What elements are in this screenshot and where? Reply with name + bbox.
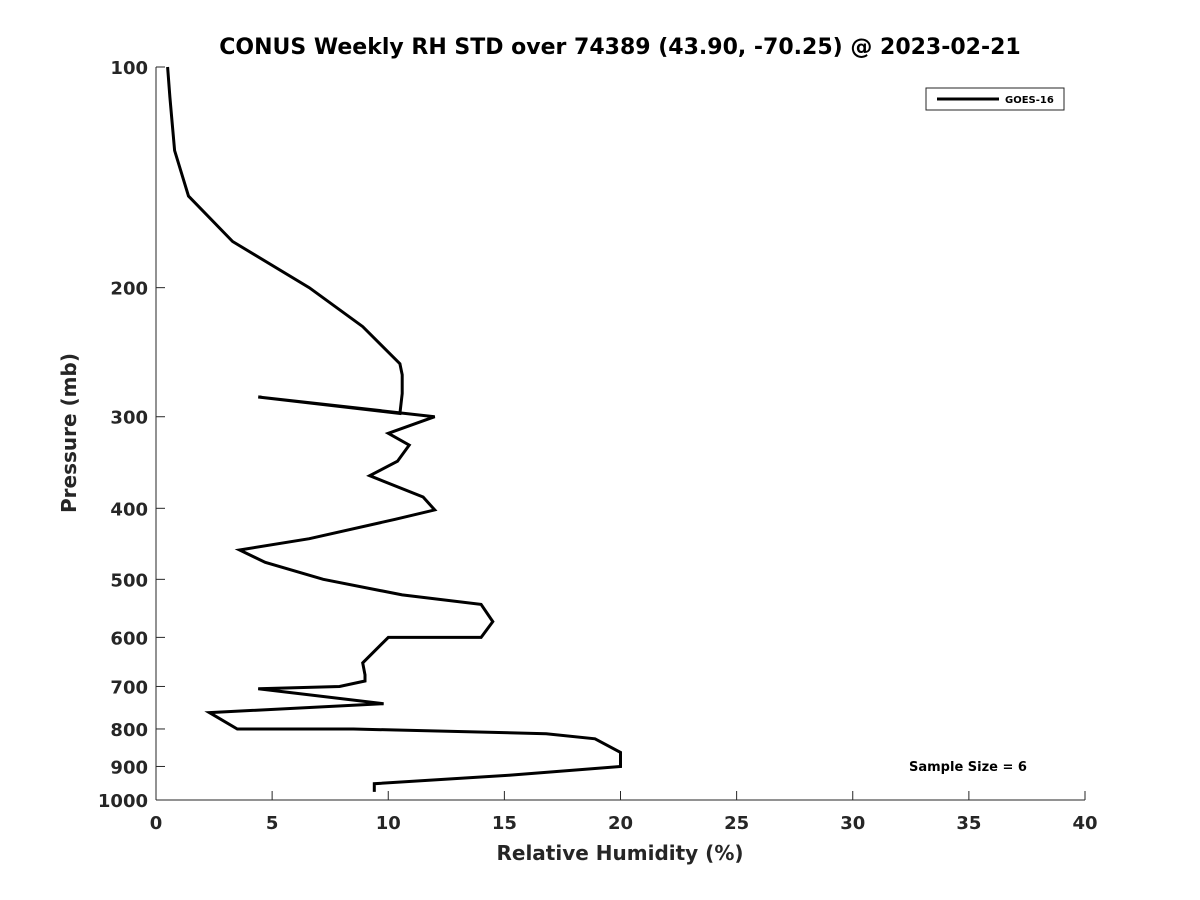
x-axis: 0 5 10 15 20 25 30 35 40 (150, 791, 1098, 834)
legend-label: GOES-16 (1005, 95, 1054, 106)
y-tick-label: 300 (110, 408, 148, 429)
x-axis-label: Relative Humidity (%) (496, 841, 743, 865)
x-tick-label: 35 (956, 813, 981, 834)
plot-area (155, 67, 1085, 801)
y-tick-label: 600 (110, 628, 148, 649)
sample-size-note: Sample Size = 6 (909, 760, 1027, 775)
x-tick-label: 15 (492, 813, 517, 834)
series-line (166, 66, 622, 792)
x-tick-label: 20 (608, 813, 633, 834)
x-tick-label: 10 (376, 813, 401, 834)
y-axis: 100 200 300 400 500 600 700 800 900 1000 (98, 58, 165, 812)
y-tick-label: 800 (110, 720, 148, 741)
y-tick-label: 1000 (98, 791, 148, 812)
y-tick-label: 100 (110, 58, 148, 79)
chart-title: CONUS Weekly RH STD over 74389 (43.90, -… (219, 35, 1020, 60)
legend: GOES-16 (925, 87, 1065, 111)
x-tick-label: 30 (840, 813, 865, 834)
series-group (166, 66, 622, 792)
x-tick-label: 25 (724, 813, 749, 834)
y-axis-label: Pressure (mb) (57, 353, 81, 513)
y-tick-label: 500 (110, 570, 148, 591)
y-tick-label: 700 (110, 677, 148, 698)
x-tick-label: 0 (150, 813, 163, 834)
x-tick-label: 40 (1072, 813, 1097, 834)
x-tick-label: 5 (266, 813, 279, 834)
y-tick-label: 200 (110, 279, 148, 300)
y-tick-label: 900 (110, 757, 148, 778)
y-tick-label: 400 (110, 499, 148, 520)
